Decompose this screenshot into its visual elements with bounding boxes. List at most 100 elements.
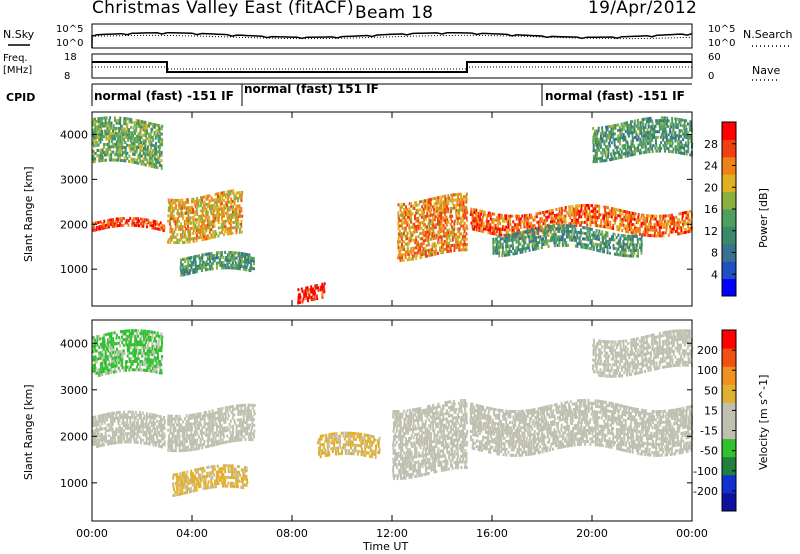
- velocity-echo-cell: [211, 420, 214, 424]
- velocity-echo-cell: [203, 475, 206, 479]
- power-echo-cell: [535, 247, 538, 251]
- power-echo-cell: [433, 215, 435, 219]
- power-echo-cell: [92, 160, 95, 164]
- power-echo-cell: [126, 122, 129, 126]
- power-echo-cell: [631, 131, 634, 134]
- velocity-echo-cell: [226, 411, 229, 415]
- power-echo-cell: [576, 230, 579, 234]
- power-echo-cell: [121, 143, 124, 147]
- power-echo-cell: [607, 155, 609, 159]
- power-echo-cell: [197, 204, 200, 208]
- power-echo-cell: [422, 223, 425, 227]
- power-echo-cell: [117, 119, 120, 123]
- velocity-echo-cell: [180, 480, 182, 484]
- power-echo-cell: [604, 208, 607, 212]
- power-echo-cell: [142, 147, 145, 150]
- power-echo-cell: [153, 165, 156, 169]
- power-echo-cell: [657, 146, 660, 150]
- velocity-echo-cell: [215, 473, 218, 477]
- power-echo-cell: [637, 143, 640, 147]
- power-echo-cell: [130, 133, 133, 137]
- power-echo-cell: [160, 164, 163, 168]
- power-echo-cell: [228, 250, 231, 254]
- velocity-echo-cell: [96, 442, 99, 446]
- power-echo-cell: [519, 231, 522, 235]
- velocity-echo-cell: [207, 436, 210, 440]
- velocity-echo-cell: [161, 431, 164, 435]
- power-echo-cell: [664, 127, 667, 131]
- power-echo-cell: [687, 142, 690, 145]
- power-echo-cell: [622, 245, 625, 249]
- power-echo-cell: [196, 197, 199, 200]
- power-echo-cell: [506, 228, 509, 232]
- velocity-echo-cell: [189, 416, 191, 420]
- power-echo-cell: [118, 140, 120, 144]
- power-echo-cell: [231, 215, 234, 219]
- power-echo-cell: [648, 150, 651, 154]
- power-echo-cell: [220, 253, 223, 257]
- velocity-echo-cell: [129, 418, 132, 422]
- power-echo-cell: [649, 130, 652, 134]
- velocity-echo-cell: [106, 418, 109, 422]
- velocity-echo-cell: [133, 418, 136, 422]
- velocity-echo-cell: [138, 416, 141, 420]
- velocity-echo-cell: [225, 464, 228, 468]
- velocity-echo-cell: [94, 418, 97, 422]
- power-echo-cell: [182, 258, 185, 261]
- velocity-echo-cell: [208, 433, 211, 436]
- power-echo-cell: [226, 229, 229, 233]
- power-echo-cell: [491, 226, 493, 230]
- velocity-echo-cell: [177, 481, 180, 485]
- power-echo-cell: [658, 220, 661, 224]
- power-echo-cell: [145, 137, 147, 140]
- power-echo-cell: [631, 223, 634, 226]
- power-echo-cell: [406, 237, 409, 241]
- velocity-echo-cell: [244, 403, 246, 407]
- power-echo-cell: [633, 243, 636, 247]
- power-echo-cell: [619, 245, 622, 249]
- power-echo-cell: [112, 220, 115, 224]
- velocity-echo-cell: [111, 417, 114, 421]
- power-echo-cell: [209, 267, 212, 271]
- power-echo-cell: [178, 214, 181, 218]
- power-echo-cell: [112, 129, 114, 133]
- power-echo-cell: [592, 160, 595, 164]
- power-echo-cell: [137, 221, 140, 225]
- power-echo-cell: [573, 233, 576, 237]
- power-echo-cell: [162, 228, 165, 232]
- power-echo-cell: [198, 236, 200, 240]
- power-echo-cell: [204, 216, 207, 220]
- power-echo-cell: [633, 127, 636, 131]
- power-echo-cell: [439, 211, 442, 215]
- power-echo-cell: [219, 253, 222, 257]
- power-echo-cell: [626, 243, 628, 246]
- velocity-echo-cell: [244, 412, 247, 416]
- power-echo-cell: [406, 258, 409, 262]
- velocity-echo-cell: [208, 424, 211, 428]
- power-echo-cell: [179, 206, 182, 210]
- power-echo-cell: [660, 119, 663, 123]
- power-echo-cell: [136, 158, 139, 162]
- power-echo-cell: [647, 147, 650, 151]
- power-echo-cell: [167, 219, 170, 223]
- power-echo-cell: [663, 133, 666, 136]
- power-echo-cell: [192, 268, 195, 272]
- power-echo-cell: [298, 293, 301, 297]
- frequency-trace: [92, 61, 692, 73]
- power-echo-cell: [205, 211, 208, 214]
- power-echo-cell: [428, 219, 431, 223]
- power-echo-cell: [682, 223, 684, 226]
- power-echo-cell: [146, 150, 149, 154]
- velocity-echo-cell: [215, 411, 218, 415]
- power-echo-cell: [124, 148, 127, 152]
- power-echo-cell: [640, 240, 643, 244]
- power-echo-cell: [401, 216, 404, 220]
- power-echo-cell: [534, 226, 537, 230]
- power-echo-cell: [445, 210, 448, 214]
- power-echo-cell: [178, 225, 181, 229]
- power-echo-cell: [148, 164, 151, 168]
- velocity-echo-cell: [139, 438, 142, 442]
- power-echo-cell: [219, 263, 222, 267]
- velocity-echo-cell: [209, 412, 212, 416]
- power-echo-cell: [173, 241, 176, 245]
